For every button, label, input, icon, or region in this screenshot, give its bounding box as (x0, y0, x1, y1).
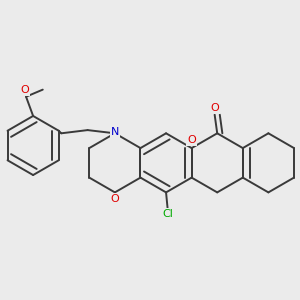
Text: O: O (20, 85, 29, 95)
Text: O: O (210, 103, 219, 112)
Text: O: O (187, 135, 196, 146)
Text: O: O (110, 194, 119, 204)
Text: Cl: Cl (162, 209, 173, 219)
Text: N: N (111, 127, 119, 137)
